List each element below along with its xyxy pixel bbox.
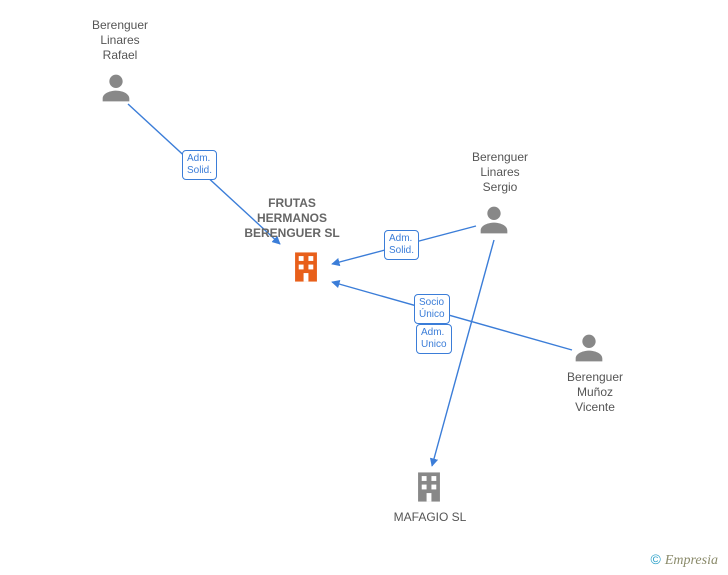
copyright-symbol: ©: [651, 551, 661, 567]
edge-label: Socio Único: [414, 294, 450, 324]
person-icon: [573, 332, 605, 369]
edge-label: Adm. Solid.: [384, 230, 419, 260]
company-label-mafagio: MAFAGIO SL: [380, 510, 480, 525]
building-icon: [414, 470, 444, 509]
building-icon: [291, 250, 321, 289]
company-label-frutas: FRUTAS HERMANOS BERENGUER SL: [232, 196, 352, 241]
person-label-vicente: Berenguer Muñoz Vicente: [555, 370, 635, 415]
person-icon: [478, 204, 510, 241]
person-label-rafael: Berenguer Linares Rafael: [80, 18, 160, 63]
person-icon: [100, 72, 132, 109]
watermark: © Empresia: [651, 551, 718, 569]
edge-label: Adm. Solid.: [182, 150, 217, 180]
person-label-sergio: Berenguer Linares Sergio: [460, 150, 540, 195]
edge-label: Adm. Unico: [416, 324, 452, 354]
watermark-text: Empresia: [665, 553, 718, 568]
